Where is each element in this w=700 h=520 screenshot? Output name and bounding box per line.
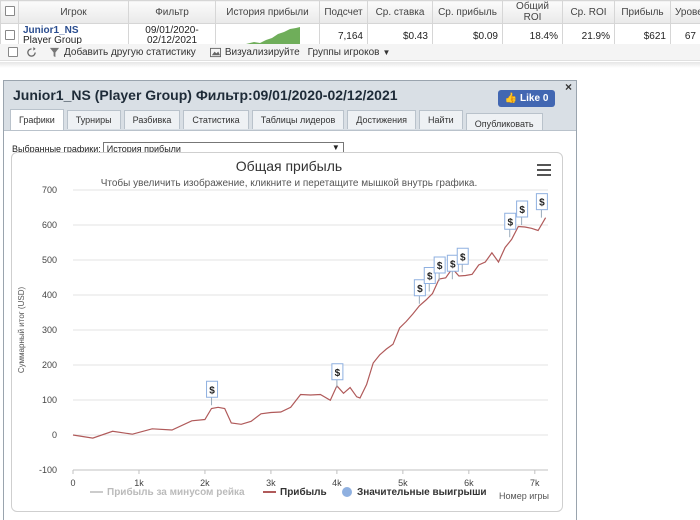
visualize-label: Визуализируйте	[225, 47, 300, 58]
col-header-avg-roi[interactable]: Ср. ROI	[563, 1, 615, 24]
select-all-checkbox-cell[interactable]	[1, 1, 19, 24]
facebook-like-button[interactable]: 👍 Like 0	[498, 90, 555, 107]
col-header-total-roi[interactable]: Общий ROI	[503, 1, 563, 24]
tab-breakdown[interactable]: Разбивка	[124, 110, 181, 129]
col-header-avg-stake[interactable]: Ср. ставка	[368, 1, 433, 24]
dialog-tabs: Графики Турниры Разбивка Статистика Табл…	[10, 110, 546, 130]
toolbar-checkbox-icon[interactable]	[8, 47, 18, 57]
col-header-profit-history[interactable]: История прибыли	[216, 1, 320, 24]
add-statistic-label: Добавить другую статистику	[64, 47, 196, 58]
tab-find[interactable]: Найти	[419, 110, 463, 129]
visualize-button[interactable]: Визуализируйте	[210, 47, 300, 58]
tab-leaderboards[interactable]: Таблицы лидеров	[252, 110, 345, 129]
toolbar-shadow	[0, 62, 700, 68]
table-header-row: Игрок Фильтр История прибыли Подсчет Ср.…	[1, 1, 700, 24]
like-label: Like 0	[520, 93, 548, 104]
refresh-icon	[26, 47, 37, 58]
row-checkbox[interactable]	[5, 30, 15, 40]
tab-achievements[interactable]: Достижения	[347, 110, 416, 129]
thumbs-up-icon: 👍	[505, 93, 517, 104]
checkbox-toggle[interactable]	[8, 47, 18, 57]
player-groups-label: Группы игроков	[308, 47, 380, 58]
dialog-title: Junior1_NS (Player Group) Фильтр:09/01/2…	[13, 87, 398, 103]
close-icon[interactable]: ×	[565, 80, 572, 94]
chart-frame	[11, 152, 563, 512]
profit-sparkline[interactable]	[236, 26, 300, 46]
stats-toolbar: Добавить другую статистику Визуализируйт…	[0, 44, 700, 61]
stats-table: Игрок Фильтр История прибыли Подсчет Ср.…	[0, 0, 700, 49]
tab-tournaments[interactable]: Турниры	[67, 110, 121, 129]
select-all-checkbox[interactable]	[5, 6, 15, 16]
chevron-down-icon: ▼	[332, 143, 340, 152]
col-header-profit[interactable]: Прибыль	[615, 1, 671, 24]
chart-menu-icon[interactable]	[537, 164, 551, 176]
chevron-down-icon: ▼	[382, 48, 390, 57]
refresh-button[interactable]	[26, 47, 41, 58]
col-header-level[interactable]: Уровень	[671, 1, 700, 24]
filter-icon	[49, 47, 60, 58]
tab-statistics[interactable]: Статистика	[183, 110, 248, 129]
col-header-avg-profit[interactable]: Ср. прибыль	[433, 1, 503, 24]
dialog-header: Junior1_NS (Player Group) Фильтр:09/01/2…	[4, 81, 576, 111]
image-icon	[210, 47, 221, 58]
player-groups-dropdown[interactable]: Группы игроков ▼	[308, 47, 391, 58]
col-header-player[interactable]: Игрок	[19, 1, 129, 24]
col-header-filter[interactable]: Фильтр	[129, 1, 216, 24]
add-statistic-button[interactable]: Добавить другую статистику	[49, 47, 196, 58]
tab-graphs[interactable]: Графики	[10, 109, 64, 130]
col-header-count[interactable]: Подсчет	[320, 1, 368, 24]
